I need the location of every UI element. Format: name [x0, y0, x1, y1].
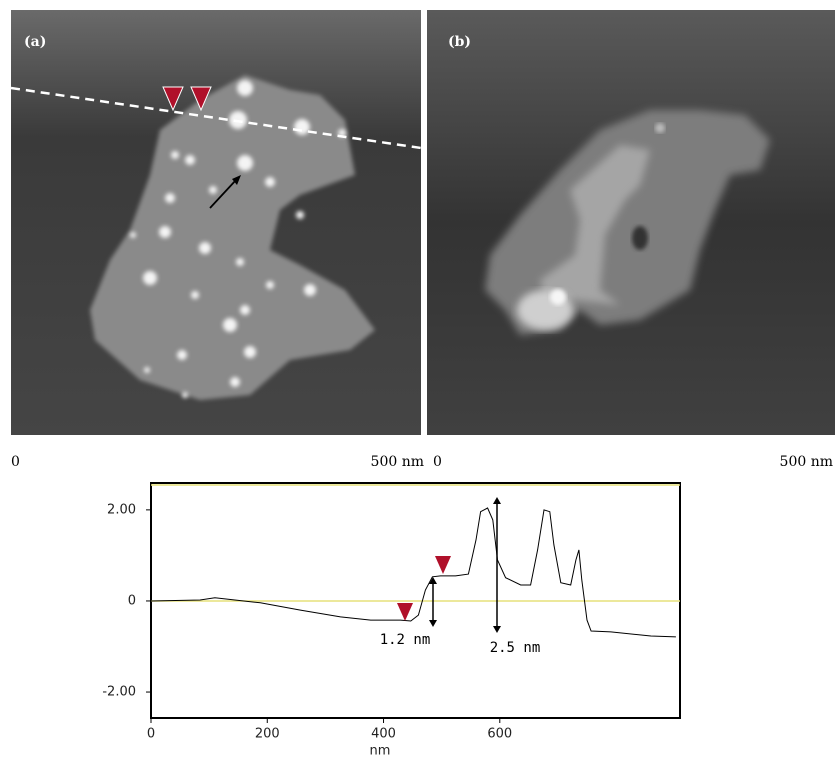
panel-label: (a) — [24, 34, 46, 50]
y-tick-label: 2.00 — [107, 502, 136, 517]
y-tick-label: -2.00 — [102, 685, 136, 700]
profile-chart: -2.00 0 2.00 0 200 400 600 — [102, 483, 680, 742]
figure: (a) (b) 0 500 nm 0 500 nm -2.00 0 2.00 0 200… — [0, 0, 835, 757]
panel-label: (b) — [448, 34, 471, 50]
afm-image-a — [11, 10, 421, 435]
x-tick-label: 0 — [147, 727, 155, 742]
afm-image-b — [427, 10, 835, 435]
scale-label: 500 nm — [780, 454, 833, 470]
x-tick-label: 400 — [371, 727, 396, 742]
scale-label: 0 — [11, 454, 20, 470]
y-tick-label: 0 — [128, 593, 136, 608]
x-tick-label: 200 — [255, 727, 280, 742]
scale-label: 500 nm — [371, 454, 424, 470]
x-axis-label: nm — [370, 744, 391, 757]
scale-label: 0 — [433, 454, 442, 470]
annotation: 2.5 nm — [490, 640, 541, 656]
annotation: 1.2 nm — [380, 632, 431, 648]
figure-canvas: (a) (b) 0 500 nm 0 500 nm -2.00 0 2.00 0 200… — [0, 0, 835, 757]
x-tick-label: 600 — [487, 727, 512, 742]
